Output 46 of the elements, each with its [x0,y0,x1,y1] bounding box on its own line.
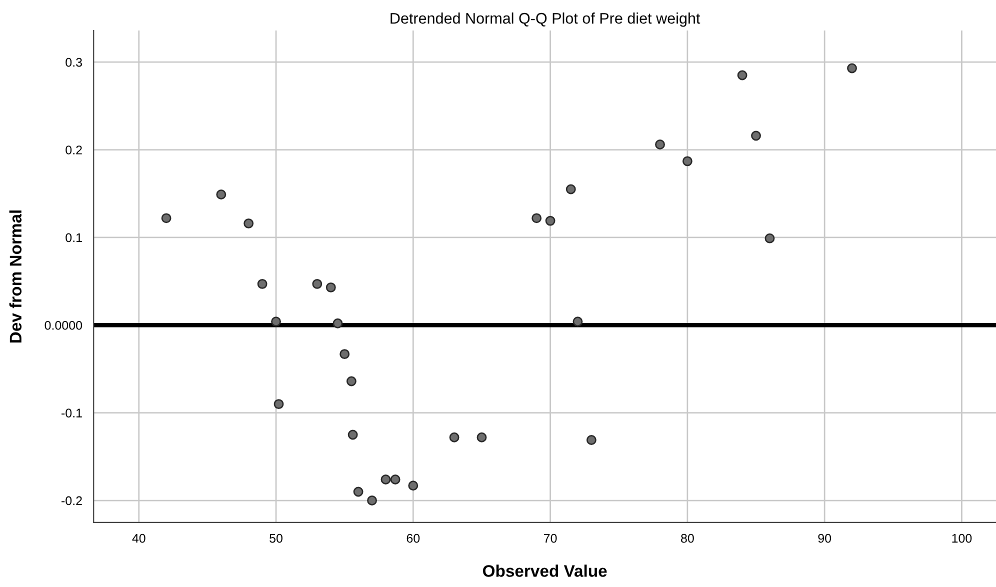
point [408,480,418,491]
point [764,233,775,244]
point [751,130,761,141]
point [476,432,487,442]
point [348,430,358,440]
y-axis-title: Dev from Normal [9,210,22,343]
x-tick-label: 40 [132,534,146,543]
point [274,399,284,410]
x-tick-label: 80 [681,534,694,543]
point [332,318,343,328]
chart-title: Detrended Normal Q-Q Plot of Pre diet weight [390,12,700,27]
x-tick-label: 100 [952,534,972,543]
point [586,435,596,445]
x-tick-label: 50 [270,534,282,543]
point [257,278,268,289]
y-tick-label: -0.2 [62,496,82,506]
point [326,282,336,292]
point [271,316,281,327]
point [532,213,542,224]
x-tick-label: 70 [544,534,557,543]
point [655,140,665,150]
y-tick-label: 0.1 [66,233,82,242]
point [346,376,356,386]
y-tick-label: 0.0000 [44,320,82,330]
point [216,190,226,200]
point [312,278,322,289]
x-tick-label: 90 [818,534,832,543]
point [390,474,400,484]
point [566,184,576,194]
point [367,496,377,506]
point [161,213,172,224]
y-tick-label: 0.2 [66,146,82,154]
point [380,474,391,484]
point [572,316,583,327]
point [847,63,857,74]
point [682,156,692,166]
point [340,349,350,360]
point [545,216,556,226]
point [449,432,460,442]
y-tick-label: -0.1 [62,408,82,418]
x-axis-title: Observed Value [482,564,607,577]
y-tick-label: 0.3 [66,58,82,67]
point [353,486,364,497]
x-tick-label: 60 [406,534,420,543]
point [244,218,254,228]
point [737,70,748,80]
